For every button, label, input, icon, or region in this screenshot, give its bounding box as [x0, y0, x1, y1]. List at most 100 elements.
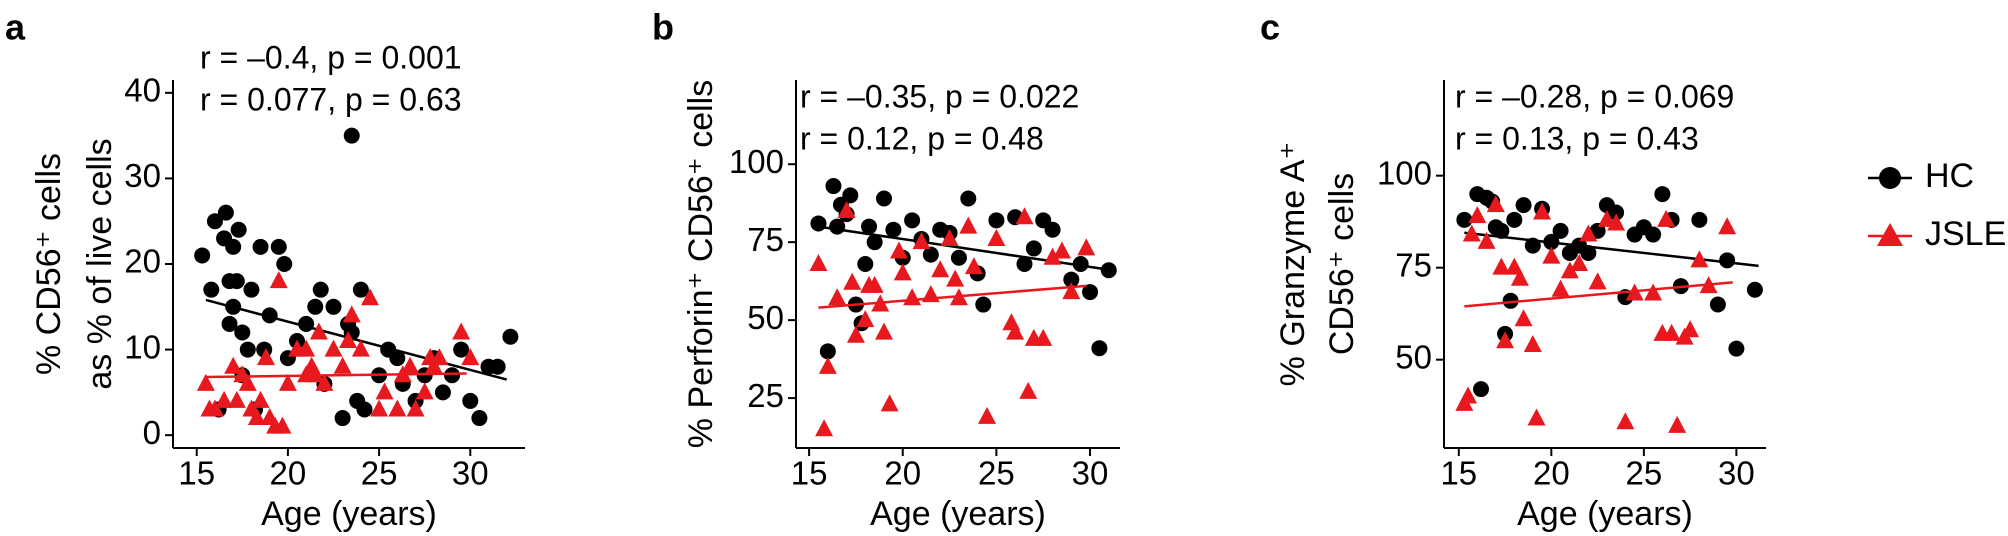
jsle-point — [406, 399, 425, 417]
jsle-point — [273, 416, 292, 434]
jsle-point — [375, 382, 394, 400]
x-tick-label: 25 — [978, 455, 1015, 492]
hc-point — [343, 127, 360, 144]
jsle-point — [880, 394, 899, 412]
hc-point — [307, 298, 324, 315]
jsle-point — [1616, 412, 1635, 430]
legend-marker — [1879, 167, 1901, 189]
jsle-point — [339, 331, 358, 349]
hc-point — [825, 178, 842, 195]
y-tick-label: 50 — [1395, 338, 1432, 375]
hc-point — [217, 204, 234, 221]
hc-point — [502, 328, 519, 345]
jsle-point — [1486, 195, 1505, 213]
hc-point — [471, 410, 488, 427]
jsle-point — [987, 229, 1006, 247]
hc-point — [1456, 211, 1473, 228]
jsle-point — [978, 406, 997, 424]
panel-letter: b — [652, 7, 674, 48]
y-axis-label: % Granzyme A⁺ — [1274, 142, 1312, 387]
y-tick-label: 0 — [143, 414, 161, 451]
jsle-point — [306, 365, 325, 383]
jsle-point — [269, 271, 288, 289]
jsle-point — [1077, 238, 1096, 256]
y-axis-label: % CD56⁺ cells — [30, 153, 68, 375]
y-tick-label: 100 — [1377, 154, 1432, 191]
hc-point — [239, 341, 256, 358]
jsle-point — [893, 263, 912, 281]
x-tick-label: 20 — [1533, 455, 1570, 492]
jsle-point — [1505, 257, 1524, 275]
jsle-point — [1533, 202, 1552, 220]
jsle-point — [224, 356, 243, 374]
jsle-point — [1662, 323, 1681, 341]
fit-line — [205, 298, 508, 381]
hc-point — [1719, 252, 1736, 269]
jsle-point — [1579, 224, 1598, 242]
hc-point — [444, 367, 461, 384]
jsle-point — [1514, 309, 1533, 327]
jsle-point — [1496, 331, 1515, 349]
hc-point — [225, 238, 242, 255]
jsle-point — [890, 241, 909, 259]
jsle-point — [964, 257, 983, 275]
hc-point — [434, 384, 451, 401]
hc-point — [1044, 221, 1061, 238]
hc-point — [1645, 226, 1662, 243]
hc-point — [1746, 281, 1763, 298]
x-tick-label: 25 — [1626, 455, 1663, 492]
hc-point — [810, 215, 827, 232]
hc-point — [234, 324, 251, 341]
hc-point — [352, 281, 369, 298]
jsle-point — [342, 305, 361, 323]
hc-point — [1709, 296, 1726, 313]
hc-point — [1691, 211, 1708, 228]
x-tick-label: 20 — [270, 455, 307, 492]
y-tick-label: 30 — [124, 157, 161, 194]
jsle-point — [370, 399, 389, 417]
legend-label: HC — [1925, 157, 1974, 195]
hc-point — [261, 307, 278, 324]
jsle-point — [1523, 334, 1542, 352]
hc-point — [228, 273, 245, 290]
jsle-point — [424, 356, 443, 374]
hc-point — [857, 256, 874, 272]
jsle-point — [1034, 328, 1053, 346]
jsle-point — [1690, 250, 1709, 268]
jsle-point — [912, 232, 931, 250]
jsle-point — [946, 269, 965, 287]
jsle-point — [843, 272, 862, 290]
jsle-point — [1052, 241, 1071, 259]
hc-point — [462, 392, 479, 409]
jsle-point — [430, 348, 449, 366]
jsle-point — [238, 373, 257, 391]
x-tick-label: 25 — [361, 455, 398, 492]
y-tick-label: 100 — [729, 143, 784, 180]
jsle-point — [1588, 272, 1607, 290]
jsle-point — [1510, 268, 1529, 286]
fit-line — [1464, 281, 1733, 308]
jsle-point — [333, 356, 352, 374]
x-axis-label: Age (years) — [261, 495, 437, 533]
y-axis-label: CD56⁺ cells — [1323, 173, 1361, 355]
stat-annotation: r = –0.4, p = 0.001 — [200, 39, 462, 75]
jsle-point — [351, 339, 370, 357]
jsle-point — [205, 399, 224, 417]
jsle-point — [1668, 415, 1687, 433]
hc-point — [1091, 340, 1108, 357]
jsle-point — [837, 200, 856, 218]
legend-label: JSLE — [1925, 215, 2006, 253]
jsle-point — [1570, 254, 1589, 271]
jsle-point — [856, 310, 875, 328]
fit-line — [818, 284, 1087, 309]
hc-point — [206, 213, 223, 230]
jsle-point — [247, 408, 266, 426]
jsle-point — [903, 288, 922, 306]
jsle-point — [931, 260, 950, 278]
jsle-point — [461, 348, 480, 366]
fit-line — [205, 372, 467, 379]
hc-point — [243, 281, 260, 298]
hc-point — [334, 410, 351, 427]
hc-point — [325, 298, 342, 315]
